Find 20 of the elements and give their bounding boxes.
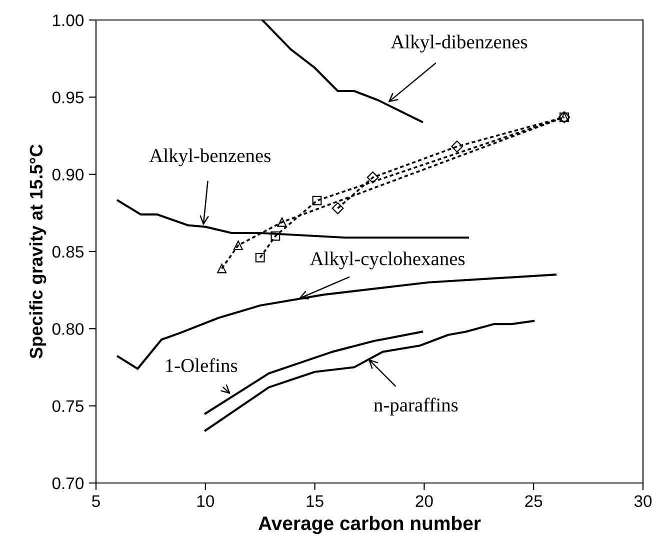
annotation: Alkyl-benzenes <box>149 148 270 166</box>
y-tick-label: 0.80 <box>52 323 84 335</box>
x-axis-title: Average carbon number <box>258 516 481 534</box>
x-tick-label: 20 <box>416 495 433 508</box>
x-tick-label: 10 <box>197 495 214 508</box>
x-tick-label: 25 <box>525 495 542 508</box>
annotation: n-paraffins <box>374 398 458 416</box>
x-tick-label: 30 <box>634 495 652 508</box>
y-tick-label: 1.00 <box>53 14 84 26</box>
y-tick-label: 0.85 <box>52 246 84 258</box>
x-tick-label: 5 <box>92 495 100 508</box>
x-tick-label: 15 <box>306 495 324 508</box>
y-tick-label: 0.70 <box>52 477 84 490</box>
y-tick-label: 0.95 <box>52 92 84 104</box>
annotation: Alkyl-dibenzenes <box>390 34 528 52</box>
y-axis-title: Specific gravity at 15.5°C <box>29 144 46 358</box>
annotation: Alkyl-cyclohexanes <box>310 252 465 270</box>
annotation: 1-Olefins <box>166 358 238 372</box>
y-tick-label: 0.90 <box>52 168 84 181</box>
y-tick-label: 0.75 <box>52 400 84 412</box>
